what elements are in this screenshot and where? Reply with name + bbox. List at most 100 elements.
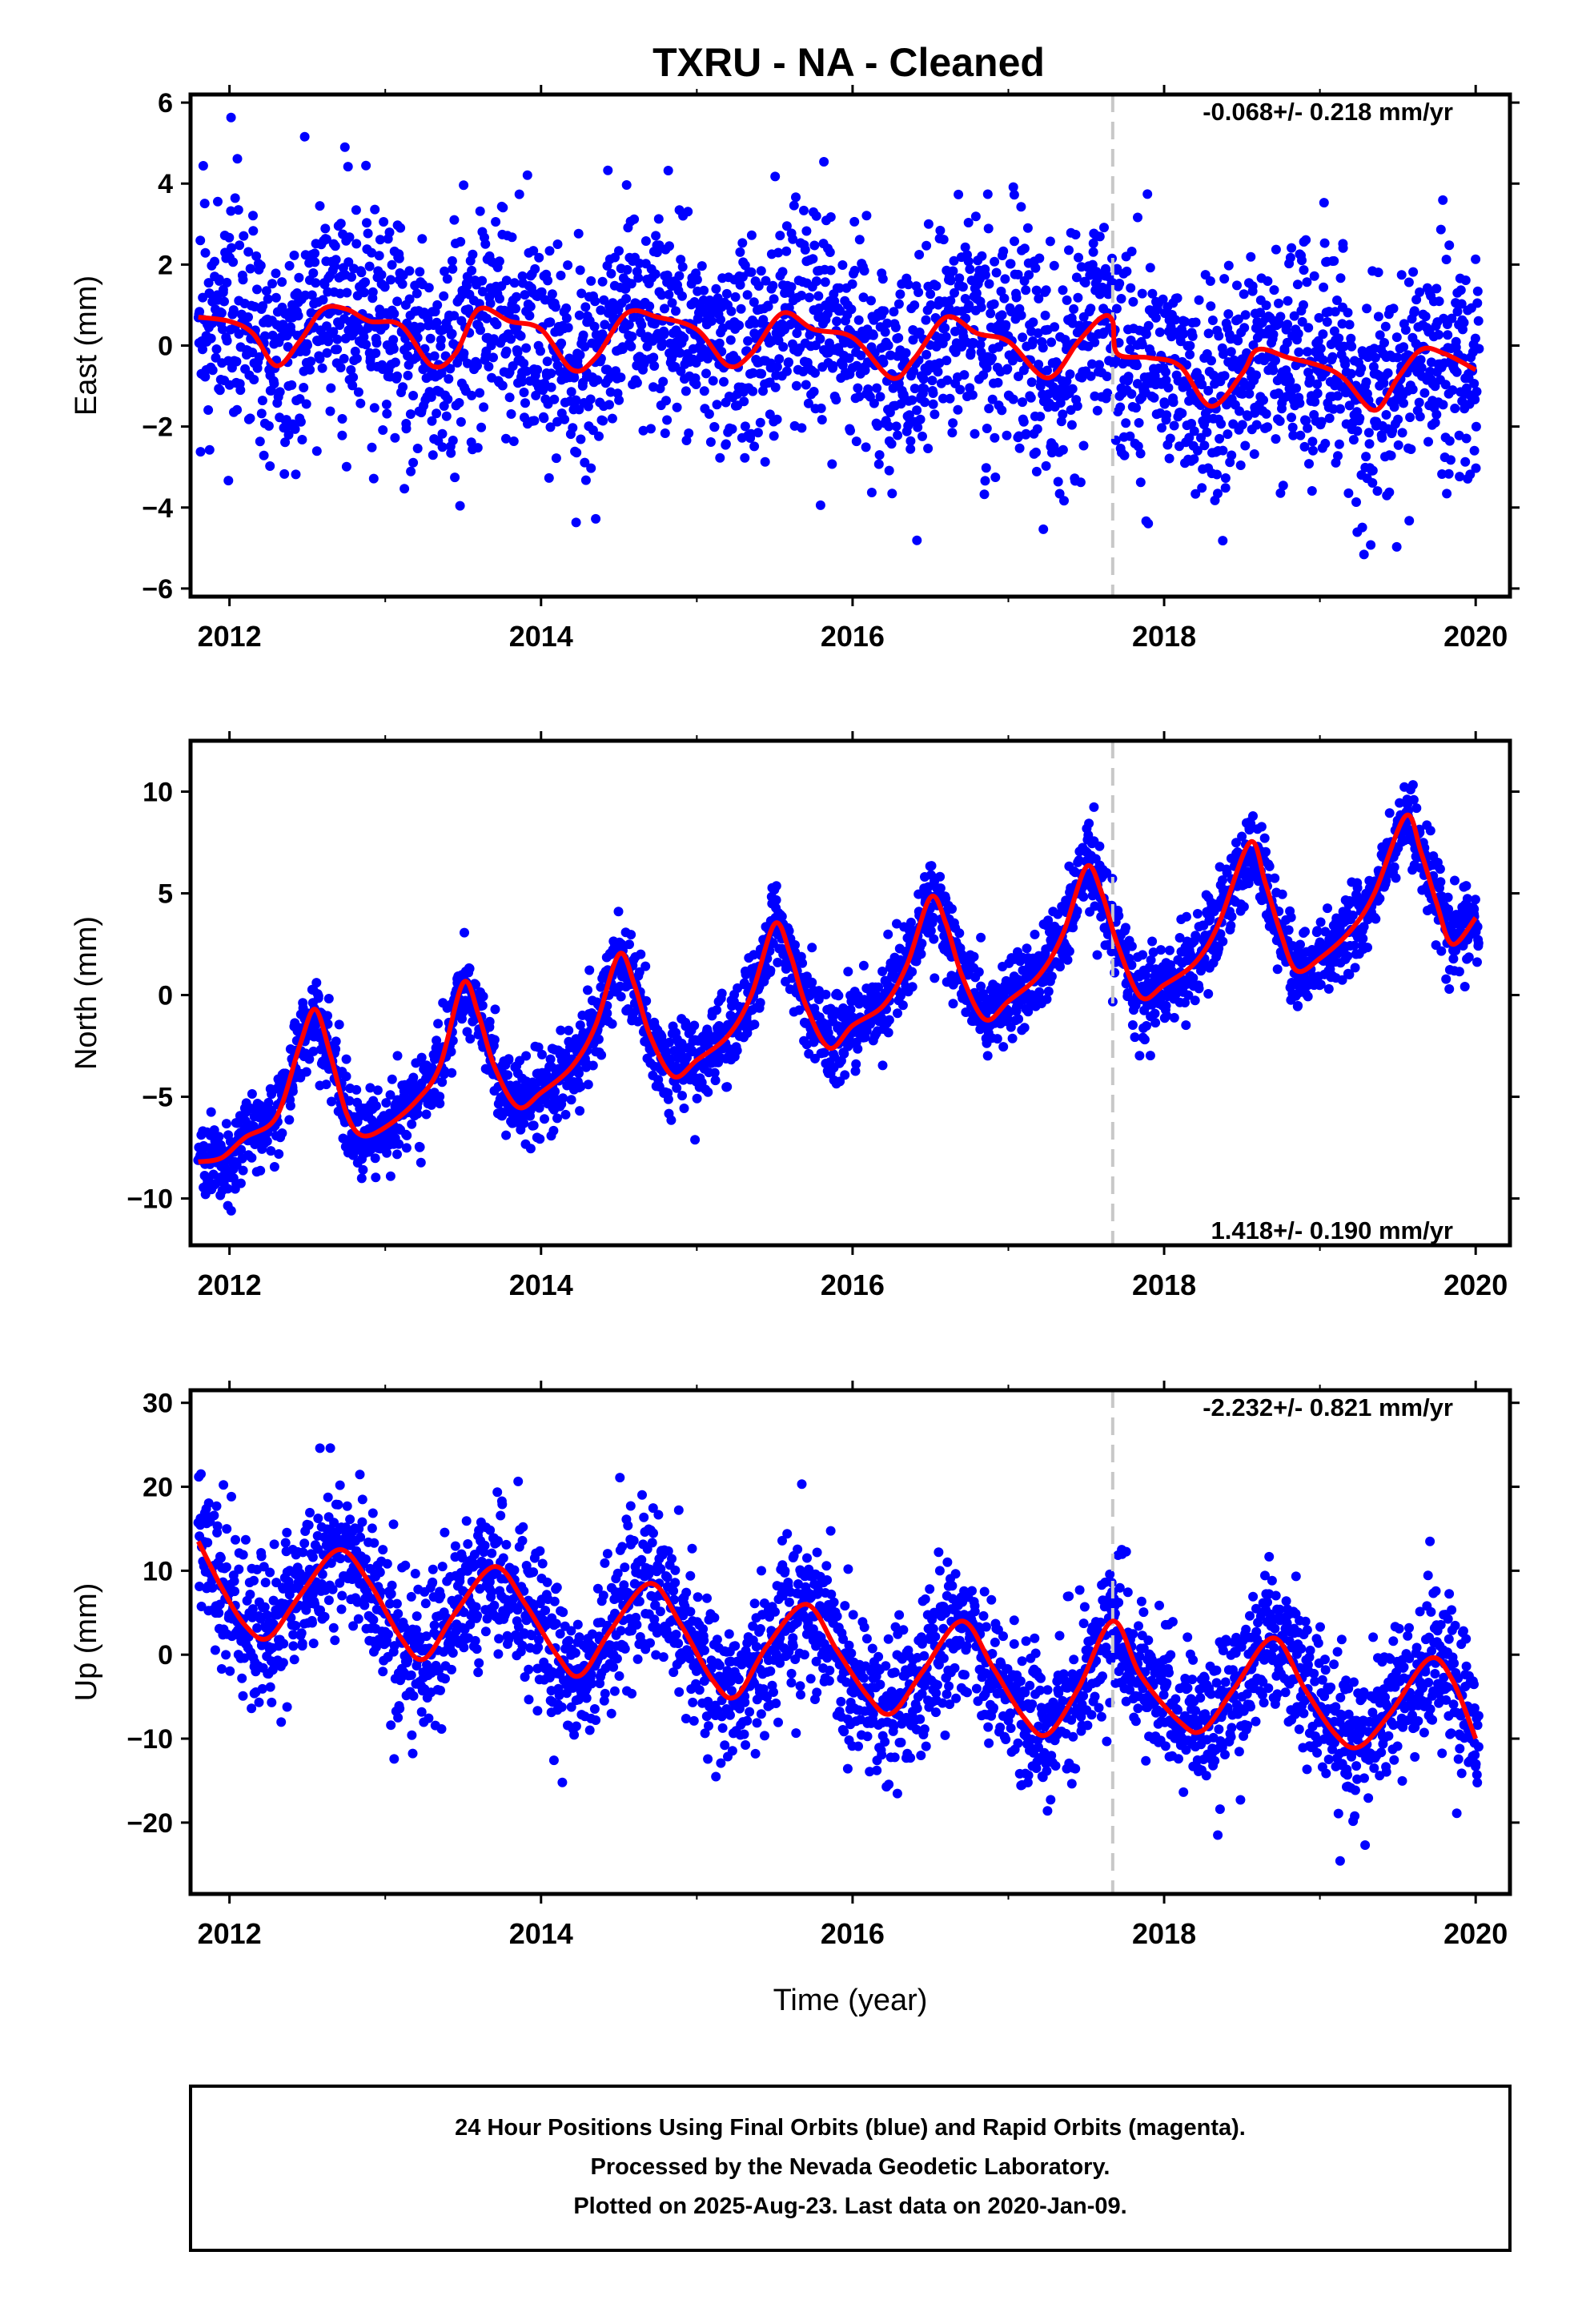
data-point	[1295, 430, 1306, 440]
data-point	[455, 501, 465, 511]
data-point	[1373, 312, 1383, 322]
data-point	[1071, 272, 1082, 283]
data-point	[566, 387, 576, 397]
data-point	[290, 424, 300, 434]
data-point	[1437, 469, 1447, 479]
data-point	[412, 1108, 423, 1119]
data-point	[858, 960, 869, 971]
data-point	[456, 416, 466, 427]
data-point	[1131, 403, 1141, 413]
data-point	[622, 264, 632, 275]
data-point	[588, 425, 598, 436]
data-point	[274, 1149, 284, 1159]
data-point	[429, 351, 440, 361]
data-point	[351, 239, 362, 249]
data-point	[929, 934, 939, 944]
data-point	[921, 240, 932, 251]
data-point	[1142, 189, 1153, 199]
data-point	[840, 1070, 850, 1080]
data-point	[1213, 489, 1223, 499]
data-point	[851, 1059, 861, 1069]
data-point	[1216, 419, 1227, 429]
data-point	[299, 131, 310, 142]
data-point	[614, 395, 624, 405]
data-point	[755, 417, 765, 428]
data-point	[1038, 343, 1048, 353]
data-point	[665, 1054, 676, 1064]
data-point	[408, 391, 419, 400]
data-point	[665, 241, 674, 251]
data-point	[1248, 340, 1259, 350]
data-point	[614, 246, 624, 256]
data-point	[583, 1080, 593, 1090]
data-point	[1249, 449, 1259, 459]
data-point	[294, 272, 304, 283]
data-point	[965, 264, 975, 275]
data-point	[905, 444, 916, 454]
data-point	[1126, 247, 1137, 256]
data-point	[966, 348, 976, 357]
data-point	[692, 1093, 702, 1104]
data-point	[1335, 404, 1345, 414]
y-tick-label: −2	[142, 412, 173, 443]
data-point	[1162, 410, 1172, 420]
data-point	[715, 452, 725, 463]
data-point	[1348, 435, 1359, 445]
data-point	[1251, 420, 1262, 430]
data-point	[1403, 277, 1414, 287]
data-point	[545, 422, 556, 432]
data-point	[883, 1027, 893, 1038]
data-point	[477, 287, 488, 297]
data-point	[1115, 402, 1126, 412]
data-point	[1070, 230, 1081, 239]
data-point	[385, 1090, 396, 1100]
data-point	[1287, 243, 1297, 253]
data-point	[828, 360, 838, 371]
data-point	[382, 1148, 392, 1158]
data-point	[1346, 333, 1356, 344]
data-point	[978, 991, 989, 1002]
data-point	[331, 1044, 341, 1054]
data-point	[737, 238, 748, 248]
data-point	[928, 388, 938, 398]
x-tick-label: 2020	[1443, 620, 1508, 653]
data-point	[1263, 422, 1273, 432]
data-point	[1319, 282, 1329, 292]
data-point	[442, 274, 452, 284]
data-point	[1399, 342, 1409, 352]
data-point	[1088, 247, 1098, 257]
data-point	[1086, 304, 1096, 314]
data-point	[257, 396, 267, 406]
data-point	[797, 423, 807, 433]
data-point	[1192, 445, 1203, 456]
data-point	[797, 958, 808, 968]
data-point	[1132, 360, 1142, 371]
data-point	[1275, 312, 1286, 322]
data-point	[330, 241, 340, 251]
data-point	[1199, 440, 1210, 451]
data-point	[318, 295, 328, 305]
data-point	[1307, 436, 1318, 447]
data-point	[1227, 450, 1237, 460]
data-point	[809, 387, 819, 396]
data-point	[331, 1036, 341, 1047]
data-point	[672, 1083, 682, 1093]
data-point	[684, 428, 694, 438]
data-point	[989, 299, 999, 309]
data-point	[960, 242, 970, 252]
y-tick-label: 4	[158, 169, 173, 199]
data-point	[520, 398, 530, 408]
data-point	[769, 294, 779, 304]
data-point	[311, 446, 322, 456]
data-point	[662, 415, 673, 425]
data-point	[392, 371, 403, 381]
data-point	[1175, 336, 1186, 347]
data-point	[400, 484, 410, 494]
data-point	[344, 1096, 355, 1106]
data-point	[1244, 388, 1255, 399]
data-point	[228, 257, 239, 267]
data-point	[1457, 396, 1468, 406]
data-point	[269, 1162, 279, 1172]
data-point	[891, 421, 901, 432]
data-point	[1303, 423, 1313, 433]
